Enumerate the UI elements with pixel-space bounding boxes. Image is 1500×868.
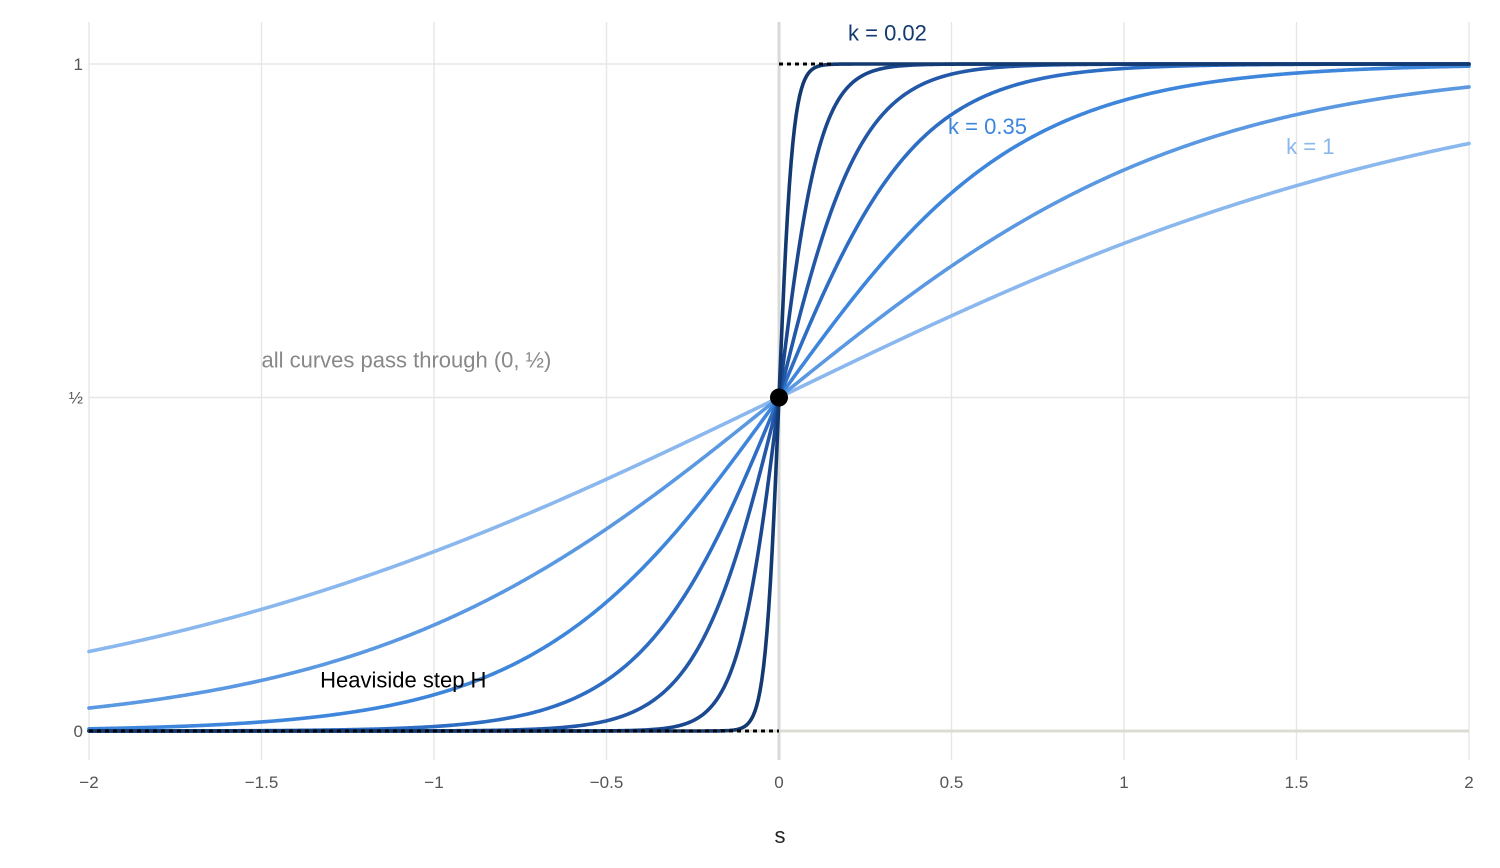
x-tick-label: 1 — [1119, 773, 1128, 792]
x-tick-label: 0 — [774, 773, 783, 792]
midpoint-marker-group — [770, 388, 788, 407]
x-axis-tick-labels: −2 −1.5 −1 −0.5 0 0.5 1 1.5 2 — [79, 773, 1473, 792]
annotations: k = 0.02 k = 0.35 k = 1 all curves pass thr… — [262, 21, 1335, 693]
annotation-heaviside: Heaviside step H — [320, 668, 486, 693]
heaviside-step — [89, 62, 835, 733]
midpoint-marker — [770, 388, 788, 407]
y-tick-label: 0 — [74, 722, 83, 741]
x-tick-label: 2 — [1464, 773, 1473, 792]
annotation-k002: k = 0.02 — [848, 21, 927, 46]
x-tick-label: 1.5 — [1285, 773, 1309, 792]
annotation-k035: k = 0.35 — [948, 114, 1027, 139]
annotation-k1: k = 1 — [1286, 134, 1334, 159]
x-tick-label: −1.5 — [245, 773, 279, 792]
x-tick-label: −2 — [79, 773, 98, 792]
x-tick-label: 0.5 — [940, 773, 964, 792]
x-tick-label: −0.5 — [590, 773, 624, 792]
y-axis-tick-labels: 0 ½ 1 — [69, 55, 83, 741]
x-axis-title: s — [775, 823, 786, 848]
annotation-pass: all curves pass through (0, ½) — [262, 347, 552, 372]
y-tick-label: 1 — [74, 55, 83, 74]
y-tick-label: ½ — [69, 389, 83, 408]
x-tick-label: −1 — [424, 773, 443, 792]
